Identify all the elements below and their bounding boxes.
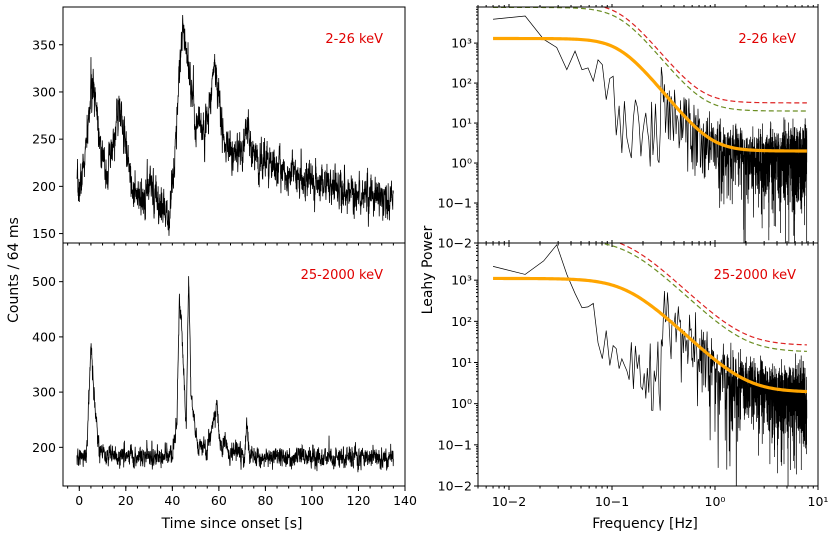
y-tick-label: 10−1 [438,196,472,211]
lightcurve-series [76,276,394,473]
periodogram-series [493,15,808,243]
y-tick-label: 10¹ [451,355,472,370]
bending-powerlaw-model [493,276,807,394]
x-axis-label-time: Time since onset [s] [160,516,302,532]
x-tick-label: 120 [347,493,371,508]
y-tick-label: 10² [451,314,472,329]
y-tick-label: 200 [32,179,56,194]
y-tick-label: 10⁰ [451,156,472,171]
lightcurve-series [76,15,394,236]
bending-powerlaw-model [493,36,807,153]
y-tick-label: 10−2 [438,236,472,251]
energy-band-label: 2-26 keV [738,32,796,47]
y-tick-label: 10² [451,76,472,91]
y-tick-label: 300 [32,84,56,99]
panel-bottom-left: 200 300 400 500 0 20 40 60 80 100 120 140 25-2000 ke… [32,242,417,508]
y-tick-label: 10³ [451,273,472,288]
confidence-upper-line [601,7,807,104]
y-tick-label: 10−2 [438,479,472,494]
y-tick-label: 500 [32,274,56,289]
y-tick-label: 10⁰ [451,396,472,411]
panel-top-right: 10−2 10−1 10⁰ 10¹ 10² 10³ 2-26 keV [438,4,819,251]
y-tick-label: 10³ [451,36,472,51]
y-tick-label: 10¹ [451,116,472,131]
panel-bottom-right: 10−2 10−1 10⁰ 10¹ 10² 10³ 10−2 10−1 10⁰ 10¹ 25-200… [438,240,829,509]
x-tick-label: 0 [75,493,83,508]
x-tick-label: 140 [393,493,417,508]
energy-band-label: 25-2000 keV [714,268,797,283]
energy-band-label: 25-2000 keV [301,268,384,283]
x-axis-label-frequency: Frequency [Hz] [592,516,698,532]
confidence-lower-line [493,7,807,112]
x-tick-label: 10⁰ [705,494,726,509]
y-tick-label: 400 [32,329,56,344]
x-tick-label: 40 [164,493,180,508]
x-tick-label: 10¹ [808,494,829,509]
y-tick-label: 150 [32,226,56,241]
y-tick-label: 10−1 [438,437,472,452]
axes-frame [62,242,406,487]
x-tick-label: 10−1 [595,494,629,509]
y-tick-label: 250 [32,132,56,147]
periodogram-series [492,244,808,486]
energy-band-label: 2-26 keV [325,32,383,47]
x-tick-label: 100 [300,493,324,508]
x-tick-label: 20 [118,493,134,508]
y-tick-label: 200 [32,440,56,455]
confidence-upper-line [617,243,807,346]
x-tick-label: 80 [257,493,273,508]
panel-top-left: 150 200 250 300 350 2-26 keV [32,6,406,246]
x-tick-label: 60 [211,493,227,508]
x-tick-label: 10−2 [492,494,526,509]
y-tick-label: 350 [32,37,56,52]
y-axis-label-left: Counts / 64 ms [6,217,22,323]
confidence-lower-line [596,243,807,352]
y-tick-label: 300 [32,385,56,400]
y-axis-label-right: Leahy Power [420,225,436,314]
